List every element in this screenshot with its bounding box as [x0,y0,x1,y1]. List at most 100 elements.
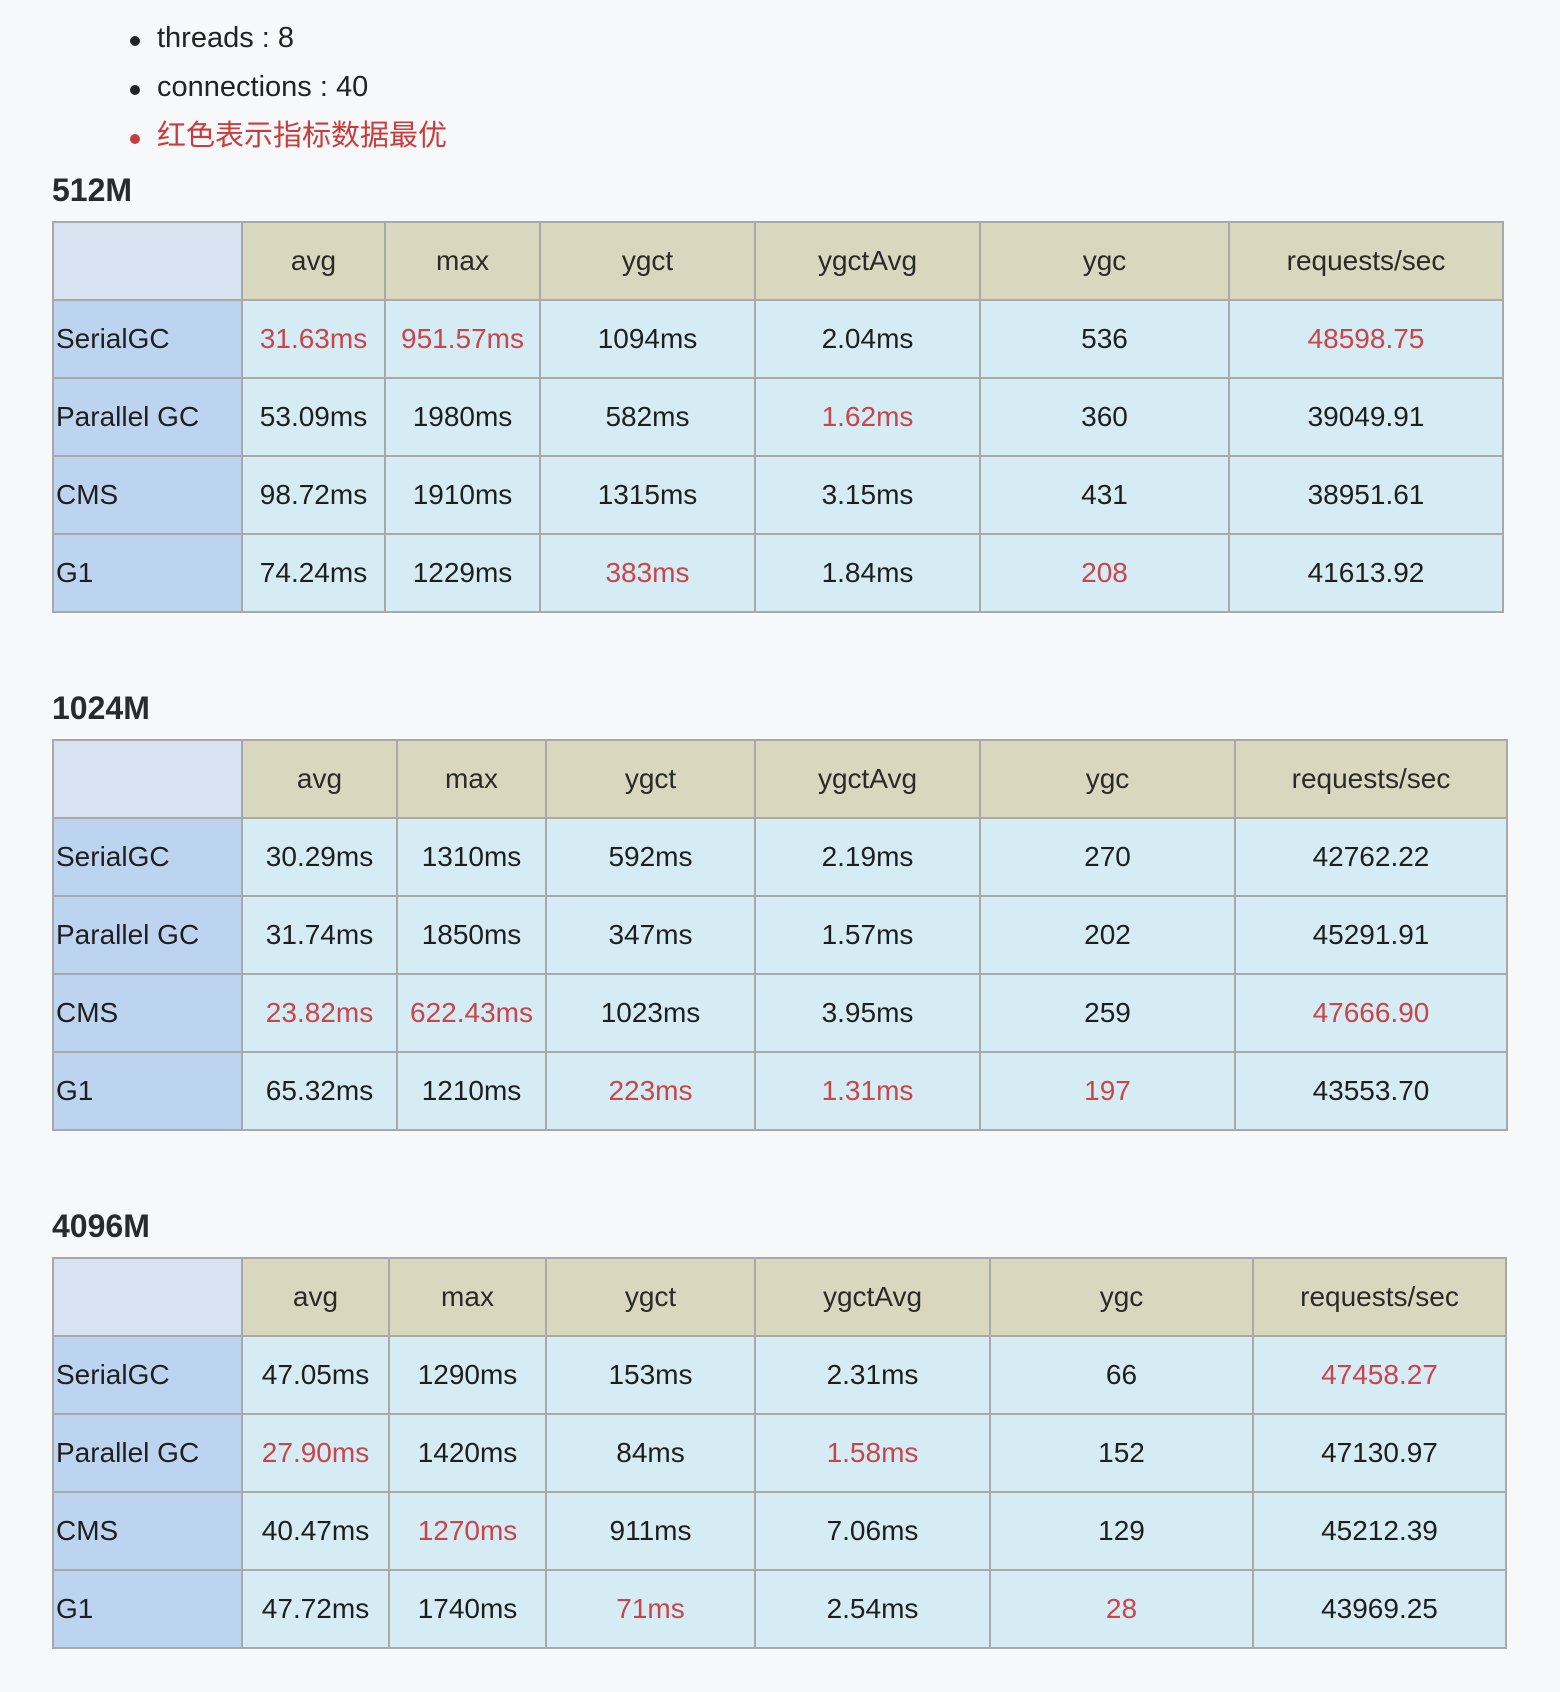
table-cell: 1.31ms [754,1051,981,1131]
table-cell: 1.58ms [754,1413,991,1493]
table-cell: 38951.61 [1228,455,1504,535]
table-row: CMS 23.82ms 622.43ms 1023ms 3.95ms 259 47666.9… [52,973,1508,1053]
table-cell: 1740ms [388,1569,547,1649]
row-header: G1 [52,1051,243,1131]
table-header-row: avg max ygct ygctAvg ygc requests/sec [52,221,1504,301]
table-corner-cell [52,221,243,301]
column-header: requests/sec [1228,221,1504,301]
table-cell: 30.29ms [241,817,398,897]
section-title-0: 512M [52,172,133,208]
table-cell: 582ms [539,377,756,457]
table-cell: 383ms [539,533,756,613]
table-cell: 622.43ms [396,973,547,1053]
table-row: G1 74.24ms 1229ms 383ms 1.84ms 208 41613.92 [52,533,1504,613]
column-header: avg [241,221,386,301]
table-row: SerialGC 47.05ms 1290ms 153ms 2.31ms 66 47458.… [52,1335,1507,1415]
table-cell: 66 [989,1335,1254,1415]
table-cell: 1.62ms [754,377,981,457]
table-cell: 1850ms [396,895,547,975]
column-header: ygc [989,1257,1254,1337]
table-cell: 259 [979,973,1236,1053]
table-cell: 47130.97 [1252,1413,1507,1493]
column-header: max [396,739,547,819]
table-cell: 1023ms [545,973,756,1053]
section-title-1: 1024M [52,690,150,726]
table-cell: 270 [979,817,1236,897]
table-cell: 48598.75 [1228,299,1504,379]
column-header: avg [241,739,398,819]
table-cell: 129 [989,1491,1254,1571]
table-row: Parallel GC 31.74ms 1850ms 347ms 1.57ms 202 45… [52,895,1508,975]
table-cell: 3.15ms [754,455,981,535]
table-cell: 2.31ms [754,1335,991,1415]
table-cell: 536 [979,299,1230,379]
table-cell: 2.54ms [754,1569,991,1649]
table-cell: 1229ms [384,533,541,613]
column-header: max [388,1257,547,1337]
table-row: G1 65.32ms 1210ms 223ms 1.31ms 197 43553.70 [52,1051,1508,1131]
table-cell: 360 [979,377,1230,457]
table-cell: 153ms [545,1335,756,1415]
table-cell: 1270ms [388,1491,547,1571]
table-cell: 197 [979,1051,1236,1131]
column-header: ygct [539,221,756,301]
table-cell: 74.24ms [241,533,386,613]
table-cell: 202 [979,895,1236,975]
column-header: ygct [545,739,756,819]
table-cell: 208 [979,533,1230,613]
table-cell: 47666.90 [1234,973,1508,1053]
table-cell: 84ms [545,1413,756,1493]
table-cell: 1094ms [539,299,756,379]
column-header: ygctAvg [754,739,981,819]
row-header: G1 [52,533,243,613]
table-cell: 39049.91 [1228,377,1504,457]
note-connections: connections : 40 [130,63,447,112]
column-header: max [384,221,541,301]
table-cell: 1310ms [396,817,547,897]
column-header: ygc [979,221,1230,301]
table-row: Parallel GC 53.09ms 1980ms 582ms 1.62ms 360 39… [52,377,1504,457]
table-row: SerialGC 31.63ms 951.57ms 1094ms 2.04ms 536 48… [52,299,1504,379]
row-header: SerialGC [52,299,243,379]
column-header: ygct [545,1257,756,1337]
table-cell: 7.06ms [754,1491,991,1571]
row-header: G1 [52,1569,243,1649]
table-cell: 47.72ms [241,1569,390,1649]
row-header: SerialGC [52,817,243,897]
table-cell: 1315ms [539,455,756,535]
table-cell: 1980ms [384,377,541,457]
table-cell: 223ms [545,1051,756,1131]
table-cell: 911ms [545,1491,756,1571]
column-header: requests/sec [1252,1257,1507,1337]
table-cell: 53.09ms [241,377,386,457]
row-header: Parallel GC [52,377,243,457]
table-cell: 23.82ms [241,973,398,1053]
table-row: CMS 40.47ms 1270ms 911ms 7.06ms 129 45212.39 [52,1491,1507,1571]
table-row: CMS 98.72ms 1910ms 1315ms 3.15ms 431 38951.61 [52,455,1504,535]
table-cell: 3.95ms [754,973,981,1053]
table-cell: 43553.70 [1234,1051,1508,1131]
table-cell: 27.90ms [241,1413,390,1493]
table-cell: 98.72ms [241,455,386,535]
table-cell: 41613.92 [1228,533,1504,613]
column-header: ygc [979,739,1236,819]
table-row: SerialGC 30.29ms 1310ms 592ms 2.19ms 270 42762… [52,817,1508,897]
row-header: CMS [52,1491,243,1571]
table-cell: 28 [989,1569,1254,1649]
column-header: ygctAvg [754,221,981,301]
column-header: requests/sec [1234,739,1508,819]
column-header: avg [241,1257,390,1337]
table-cell: 31.63ms [241,299,386,379]
section-title-2: 4096M [52,1208,150,1244]
table-cell: 1210ms [396,1051,547,1131]
table-cell: 592ms [545,817,756,897]
table-cell: 2.04ms [754,299,981,379]
column-header: ygctAvg [754,1257,991,1337]
table-corner-cell [52,739,243,819]
gc-table-2: avg max ygct ygctAvg ygc requests/sec SerialGC… [52,1257,1507,1649]
table-cell: 43969.25 [1252,1569,1507,1649]
table-cell: 42762.22 [1234,817,1508,897]
table-cell: 65.32ms [241,1051,398,1131]
table-cell: 951.57ms [384,299,541,379]
table-header-row: avg max ygct ygctAvg ygc requests/sec [52,739,1508,819]
